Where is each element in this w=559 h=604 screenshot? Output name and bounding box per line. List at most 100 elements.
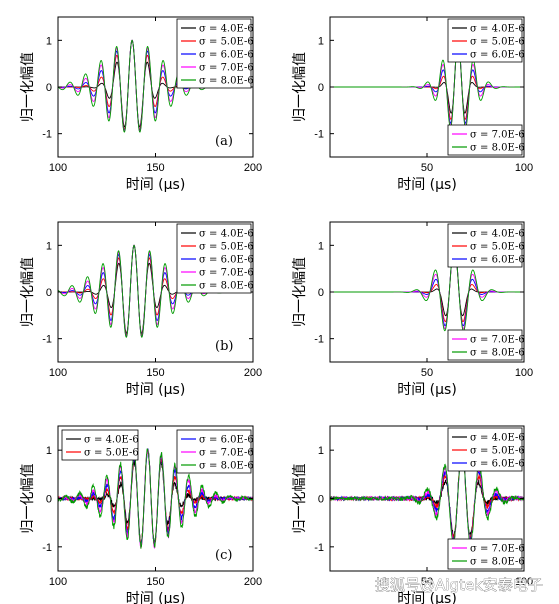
legend: σ = 4.0E-6 σ = 5.0E-6 σ = 6.0E-6 σ = 7.0E-6…: [176, 18, 254, 89]
legend-entry: σ = 5.0E-6: [470, 242, 525, 253]
legend-entry: σ = 7.0E-6: [470, 544, 525, 555]
legend-entry: σ = 8.0E-6: [470, 557, 525, 568]
legend-box: [447, 427, 523, 472]
legend-entry: σ = 4.0E-6: [199, 24, 254, 35]
legend-entry: σ = 5.0E-6: [84, 448, 139, 459]
x-tick-label: 50: [421, 162, 433, 174]
y-axis-label: 归一化幅值: [291, 257, 308, 327]
y-tick-label: 0: [318, 494, 324, 506]
legend-entry: σ = 4.0E-6: [84, 435, 139, 446]
legend: σ = 7.0E-6 σ = 8.0E-6: [447, 329, 525, 361]
legend-entry: σ = 7.0E-6: [470, 130, 525, 141]
y-tick-label: 1: [318, 35, 324, 47]
y-axis-label: 归一化幅值: [19, 257, 36, 327]
series-line-4: [58, 448, 253, 549]
legend-entry: σ = 4.0E-6: [199, 229, 254, 240]
x-tick-label: 200: [244, 367, 262, 379]
legend: σ = 7.0E-6 σ = 8.0E-6: [447, 124, 525, 156]
legend-box: [61, 429, 139, 461]
legend-entry: σ = 8.0E-6: [199, 76, 254, 87]
y-tick-label: -1: [42, 334, 52, 346]
x-tick-label: 150: [146, 367, 164, 379]
legend-entry: σ = 5.0E-6: [470, 446, 525, 457]
y-tick-label: -1: [42, 129, 52, 141]
x-tick-label: 50: [421, 367, 433, 379]
x-tick-label: 100: [49, 367, 67, 379]
legend: σ = 4.0E-6 σ = 5.0E-6: [61, 429, 139, 461]
x-axis-label: 时间 (μs): [397, 382, 457, 398]
legend: σ = 7.0E-6 σ = 8.0E-6: [447, 538, 525, 570]
x-tick-label: 50: [421, 576, 433, 588]
x-axis-label: 时间 (μs): [397, 591, 457, 604]
legend: σ = 4.0E-6 σ = 5.0E-6 σ = 6.0E-6: [447, 427, 525, 472]
y-axis-label: 归一化幅值: [19, 52, 36, 122]
x-tick-label: 100: [515, 576, 533, 588]
x-axis-label: 时间 (μs): [397, 177, 457, 193]
legend-entry: σ = 5.0E-6: [470, 37, 525, 48]
x-tick-label: 200: [244, 576, 262, 588]
legend-entry: σ = 7.0E-6: [199, 268, 254, 279]
y-tick-label: 1: [318, 445, 324, 457]
legend-box: [447, 124, 523, 156]
legend-entry: σ = 5.0E-6: [199, 242, 254, 253]
y-axis-label: 归一化幅值: [291, 52, 308, 122]
x-axis-label: 时间 (μs): [126, 177, 186, 193]
legend-entry: σ = 6.0E-6: [199, 435, 254, 446]
legend: σ = 4.0E-6 σ = 5.0E-6 σ = 6.0E-6 σ = 7.0E-6…: [176, 223, 254, 294]
y-tick-label: 1: [46, 240, 52, 252]
legend-entry: σ = 6.0E-6: [199, 50, 254, 61]
y-tick-label: -1: [42, 542, 52, 554]
x-axis-label: 时间 (μs): [126, 382, 186, 398]
legend-entry: σ = 8.0E-6: [470, 348, 525, 359]
series-line-4: [330, 447, 524, 546]
y-tick-label: 0: [46, 494, 52, 506]
legend-entry: σ = 6.0E-6: [470, 255, 525, 266]
y-tick-label: 0: [318, 82, 324, 94]
y-tick-label: -1: [314, 334, 324, 346]
series-line-4: [330, 39, 524, 129]
legend-entry: σ = 5.0E-6: [199, 37, 254, 48]
y-axis-label: 归一化幅值: [291, 464, 308, 534]
y-tick-label: 0: [46, 82, 52, 94]
legend: σ = 4.0E-6 σ = 5.0E-6 σ = 6.0E-6: [447, 18, 525, 63]
legend: σ = 6.0E-6 σ = 7.0E-6 σ = 8.0E-6: [176, 429, 254, 474]
y-tick-label: -1: [314, 129, 324, 141]
legend-entry: σ = 4.0E-6: [470, 229, 525, 240]
legend: σ = 4.0E-6 σ = 5.0E-6 σ = 6.0E-6: [447, 223, 525, 268]
legend-entry: σ = 4.0E-6: [470, 433, 525, 444]
legend-entry: σ = 8.0E-6: [199, 281, 254, 292]
legend-box: [447, 538, 523, 570]
legend-entry: σ = 7.0E-6: [199, 448, 254, 459]
x-tick-label: 150: [146, 576, 164, 588]
y-tick-label: 1: [46, 445, 52, 457]
x-tick-label: 100: [49, 162, 67, 174]
y-tick-label: -1: [314, 542, 324, 554]
x-tick-label: 200: [244, 162, 262, 174]
legend-entry: σ = 4.0E-6: [470, 24, 525, 35]
panel-label: (b): [215, 339, 233, 354]
legend-entry: σ = 7.0E-6: [199, 63, 254, 74]
legend-box: [447, 329, 523, 361]
series-line-4: [330, 244, 524, 332]
x-tick-label: 100: [49, 576, 67, 588]
panel-label: (a): [215, 134, 233, 149]
y-axis-label: 归一化幅值: [19, 464, 36, 534]
y-tick-label: 1: [318, 240, 324, 252]
legend-entry: σ = 8.0E-6: [470, 143, 525, 154]
y-tick-label: 0: [318, 287, 324, 299]
y-tick-label: 0: [46, 287, 52, 299]
legend-entry: σ = 6.0E-6: [470, 459, 525, 470]
y-tick-label: 1: [46, 35, 52, 47]
legend-entry: σ = 7.0E-6: [470, 335, 525, 346]
x-axis-label: 时间 (μs): [126, 591, 186, 604]
legend-entry: σ = 6.0E-6: [199, 255, 254, 266]
legend-entry: σ = 6.0E-6: [470, 50, 525, 61]
panel-label: (c): [215, 548, 232, 563]
x-tick-label: 150: [146, 162, 164, 174]
